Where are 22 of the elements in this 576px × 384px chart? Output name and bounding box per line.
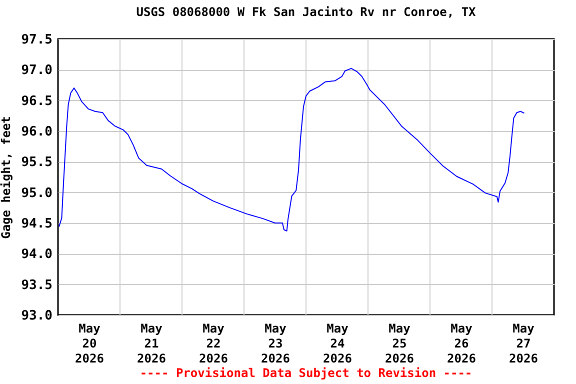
x-tick-label: May 25 2026 — [385, 322, 414, 366]
x-tick-label: May 24 2026 — [323, 322, 352, 366]
y-tick-label: 93.0 — [21, 308, 53, 324]
x-tick-label: May 22 2026 — [199, 322, 228, 366]
x-tick-label: May 27 2026 — [509, 322, 538, 366]
y-tick-label: 97.0 — [21, 63, 53, 78]
x-tick-label: May 20 2026 — [75, 322, 104, 366]
y-tick-label: 94.5 — [21, 216, 52, 232]
y-tick-label: 96.5 — [21, 94, 52, 109]
y-tick-label: 93.5 — [21, 278, 52, 293]
x-tick-label: May 21 2026 — [137, 322, 166, 366]
chart-title: USGS 08068000 W Fk San Jacinto Rv nr Conroe, TX — [136, 5, 477, 19]
line-series — [58, 68, 525, 232]
y-tick-label: 94.0 — [21, 247, 53, 262]
y-tick-label: 96.0 — [21, 124, 53, 140]
y-tick-label: 95.0 — [21, 186, 53, 201]
y-tick-label: 97.5 — [21, 32, 52, 48]
x-tick-label: May 26 2026 — [447, 322, 476, 366]
x-tick-label: May 23 2026 — [261, 322, 290, 366]
y-tick-label: 95.5 — [21, 155, 52, 170]
y-axis-title: Gage height, feet — [0, 116, 14, 239]
text: ---- Provisional Data Subject to Revision ---- — [138, 366, 474, 380]
